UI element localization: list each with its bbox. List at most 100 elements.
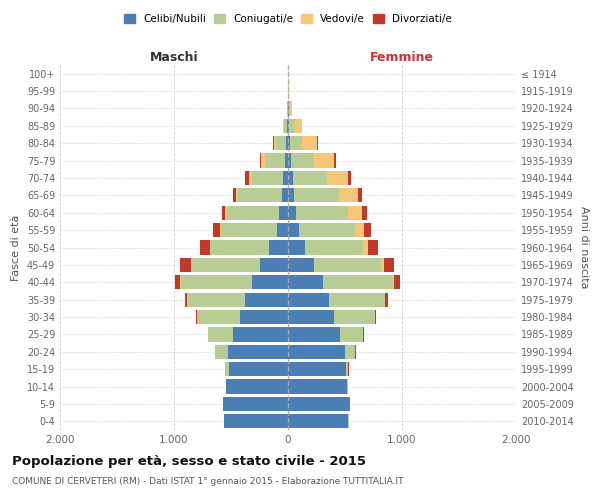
Bar — [288, 258, 314, 272]
Bar — [340, 328, 363, 342]
Bar — [238, 188, 282, 202]
Bar — [288, 292, 329, 307]
Bar — [215, 344, 227, 359]
Bar — [286, 136, 288, 150]
Bar — [302, 136, 317, 150]
Bar — [214, 223, 220, 237]
Bar — [296, 206, 349, 220]
Bar — [185, 292, 187, 307]
Bar — [334, 310, 374, 324]
Bar — [358, 188, 362, 202]
Bar — [339, 188, 358, 202]
Bar — [248, 171, 251, 185]
Bar — [349, 171, 351, 185]
Bar — [293, 171, 327, 185]
Bar — [288, 154, 291, 168]
Bar — [295, 118, 302, 133]
Bar — [211, 240, 269, 254]
Bar — [224, 414, 288, 428]
Bar — [375, 310, 376, 324]
Bar — [355, 223, 364, 237]
Bar — [327, 171, 349, 185]
Bar — [233, 188, 236, 202]
Bar — [282, 188, 288, 202]
Bar — [323, 275, 393, 289]
Bar — [220, 223, 221, 237]
Bar — [288, 397, 350, 411]
Bar — [261, 154, 265, 168]
Bar — [251, 275, 288, 289]
Bar — [196, 310, 197, 324]
Bar — [222, 206, 226, 220]
Bar — [288, 188, 294, 202]
Bar — [227, 344, 288, 359]
Bar — [280, 206, 288, 220]
Bar — [226, 380, 288, 394]
Bar — [284, 118, 287, 133]
Bar — [288, 344, 345, 359]
Bar — [288, 206, 296, 220]
Bar — [233, 328, 288, 342]
Bar — [285, 154, 288, 168]
Bar — [175, 275, 181, 289]
Bar — [236, 188, 238, 202]
Bar — [188, 292, 245, 307]
Bar — [382, 258, 384, 272]
Bar — [368, 240, 378, 254]
Bar — [226, 362, 229, 376]
Bar — [288, 362, 346, 376]
Bar — [299, 223, 355, 237]
Bar — [305, 240, 363, 254]
Bar — [274, 136, 276, 150]
Bar — [197, 310, 240, 324]
Bar — [288, 310, 334, 324]
Bar — [181, 275, 251, 289]
Bar — [288, 414, 349, 428]
Bar — [289, 118, 295, 133]
Bar — [180, 258, 191, 272]
Bar — [363, 240, 368, 254]
Text: Femmine: Femmine — [370, 51, 434, 64]
Legend: Celibi/Nubili, Coniugati/e, Vedovi/e, Divorziati/e: Celibi/Nubili, Coniugati/e, Vedovi/e, Di… — [122, 12, 454, 26]
Bar — [334, 154, 336, 168]
Bar — [349, 206, 362, 220]
Bar — [362, 206, 367, 220]
Bar — [288, 275, 323, 289]
Bar — [294, 188, 339, 202]
Bar — [288, 328, 340, 342]
Bar — [289, 102, 290, 116]
Bar — [227, 206, 280, 220]
Bar — [385, 292, 388, 307]
Bar — [265, 154, 285, 168]
Bar — [329, 292, 385, 307]
Bar — [269, 240, 288, 254]
Bar — [317, 136, 318, 150]
Text: Popolazione per età, sesso e stato civile - 2015: Popolazione per età, sesso e stato civil… — [12, 455, 366, 468]
Bar — [276, 136, 286, 150]
Bar — [346, 362, 349, 376]
Bar — [226, 206, 227, 220]
Text: COMUNE DI CERVETERI (RM) - Dati ISTAT 1° gennaio 2015 - Elaborazione TUTTITALIA.: COMUNE DI CERVETERI (RM) - Dati ISTAT 1°… — [12, 478, 404, 486]
Text: Maschi: Maschi — [149, 51, 199, 64]
Bar — [287, 102, 288, 116]
Y-axis label: Fasce di età: Fasce di età — [11, 214, 21, 280]
Bar — [191, 258, 260, 272]
Bar — [288, 380, 347, 394]
Bar — [200, 240, 210, 254]
Bar — [288, 118, 289, 133]
Bar — [223, 397, 288, 411]
Bar — [394, 275, 400, 289]
Bar — [314, 154, 334, 168]
Bar — [251, 171, 283, 185]
Bar — [364, 223, 371, 237]
Bar — [260, 258, 288, 272]
Bar — [314, 258, 382, 272]
Bar — [260, 154, 261, 168]
Bar — [290, 136, 302, 150]
Bar — [393, 275, 394, 289]
Bar — [288, 136, 290, 150]
Bar — [288, 223, 299, 237]
Bar — [291, 154, 314, 168]
Bar — [345, 344, 355, 359]
Bar — [245, 171, 248, 185]
